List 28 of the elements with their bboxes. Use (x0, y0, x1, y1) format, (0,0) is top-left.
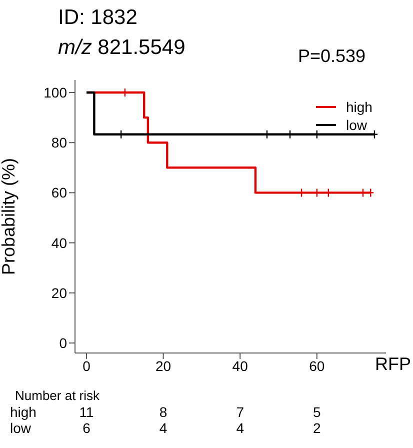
y-tick-label: 0 (59, 334, 68, 351)
text: Number at risk (15, 388, 100, 403)
text: 7 (235, 404, 245, 420)
x-tick-label: 40 (232, 358, 248, 374)
y-tick-label: 80 (51, 134, 68, 151)
text: high (10, 404, 36, 420)
chart-title: ID: 1832 (58, 6, 138, 30)
x-tick-label: 0 (82, 358, 91, 374)
text: 4 (235, 420, 245, 436)
text: 2 (312, 420, 322, 436)
y-tick-label: 100 (44, 84, 68, 100)
y-tick-label: 20 (51, 284, 68, 301)
text: 5 (312, 404, 322, 420)
x-axis-title: RFP (375, 354, 411, 375)
y-axis-title: Probability (%) (0, 158, 18, 276)
text: 8 (158, 404, 168, 420)
text: 4 (158, 420, 168, 436)
text: P=0.539 (298, 46, 366, 67)
text: 11 (78, 404, 95, 420)
y-tick-label: 40 (51, 234, 68, 251)
x-tick-label: 20 (156, 358, 172, 374)
text: low (10, 420, 32, 436)
legend-label: high (346, 99, 372, 115)
y-tick-label: 60 (51, 184, 68, 201)
legend-label: low (346, 117, 368, 133)
chart-subtitle: m/z 821.5549 (58, 36, 186, 59)
text: 6 (82, 420, 92, 436)
x-tick-label: 60 (309, 358, 325, 374)
